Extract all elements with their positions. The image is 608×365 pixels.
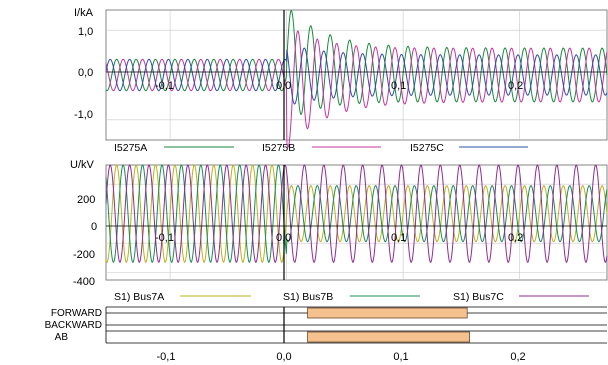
- binary-panel: FORWARD BACKWARD AB -0,1 0,0 0,1 0,2: [45, 306, 607, 363]
- binary-row-label-forward: FORWARD: [51, 308, 102, 319]
- voltage-x-tick: 0,2: [508, 232, 523, 244]
- voltage-y-tick: 0: [91, 221, 97, 233]
- voltage-y-tick: -200: [73, 249, 95, 261]
- voltage-trace-s1-bus7c: [105, 164, 608, 264]
- current-y-tick: 0,0: [78, 67, 93, 79]
- voltage-y-tick: -400: [73, 276, 95, 288]
- current-trace-i5275b: [105, 30, 608, 149]
- voltage-unit-label: U/kV: [70, 159, 95, 171]
- current-unit-label: I/kA: [74, 7, 94, 19]
- time-axis-tick: 0,1: [393, 351, 408, 363]
- current-x-tick: 0,0: [276, 80, 291, 92]
- voltage-plot-area: [105, 164, 608, 281]
- legend-label-bus7c: S1) Bus7C: [453, 291, 504, 303]
- binary-row-label-ab: AB: [55, 332, 69, 343]
- legend-label-i5275a: I5275A: [114, 142, 147, 154]
- time-axis-tick: 0,0: [276, 351, 291, 363]
- voltage-x-tick: -0,1: [155, 232, 174, 244]
- current-y-tick: 1,0: [78, 26, 93, 38]
- voltage-trace-s1-bus7b: [105, 164, 608, 264]
- time-axis-tick: -0,1: [157, 351, 176, 363]
- legend-label-i5275c: I5275C: [410, 142, 444, 154]
- legend-label-bus7a: S1) Bus7A: [114, 291, 164, 303]
- current-traces: [105, 9, 608, 149]
- voltage-x-tick: 0,1: [391, 232, 406, 244]
- legend-label-bus7b: S1) Bus7B: [283, 291, 333, 303]
- voltage-y-tick: 200: [77, 194, 95, 206]
- current-grid: [106, 10, 607, 140]
- binary-row-label-backward: BACKWARD: [45, 320, 102, 331]
- current-legend: I5275A I5275B I5275C: [114, 142, 528, 154]
- current-panel: I/kA 1,0 0,0 -1,0 -0,1 0,0 0,1 0,2: [74, 7, 608, 149]
- current-x-tick: 0,2: [508, 80, 523, 92]
- current-y-tick: -1,0: [74, 109, 93, 121]
- timeline-bar-ab: [307, 331, 471, 343]
- timeline-bar-forward: [307, 307, 468, 319]
- voltage-legend: S1) Bus7A S1) Bus7B S1) Bus7C: [114, 291, 589, 303]
- voltage-x-tick: 0,0: [276, 232, 291, 244]
- legend-label-i5275b: I5275B: [262, 142, 295, 154]
- current-x-tick: -0,1: [155, 80, 174, 92]
- voltage-traces: [105, 164, 608, 264]
- time-axis-tick: 0,2: [510, 351, 525, 363]
- current-x-tick: 0,1: [391, 80, 406, 92]
- current-trace-i5275a: [105, 9, 608, 115]
- voltage-panel: U/kV 200 0 -200 -400 -0,1 0,0 0,1 0,2: [70, 159, 608, 288]
- current-trace-i5275c: [105, 47, 608, 105]
